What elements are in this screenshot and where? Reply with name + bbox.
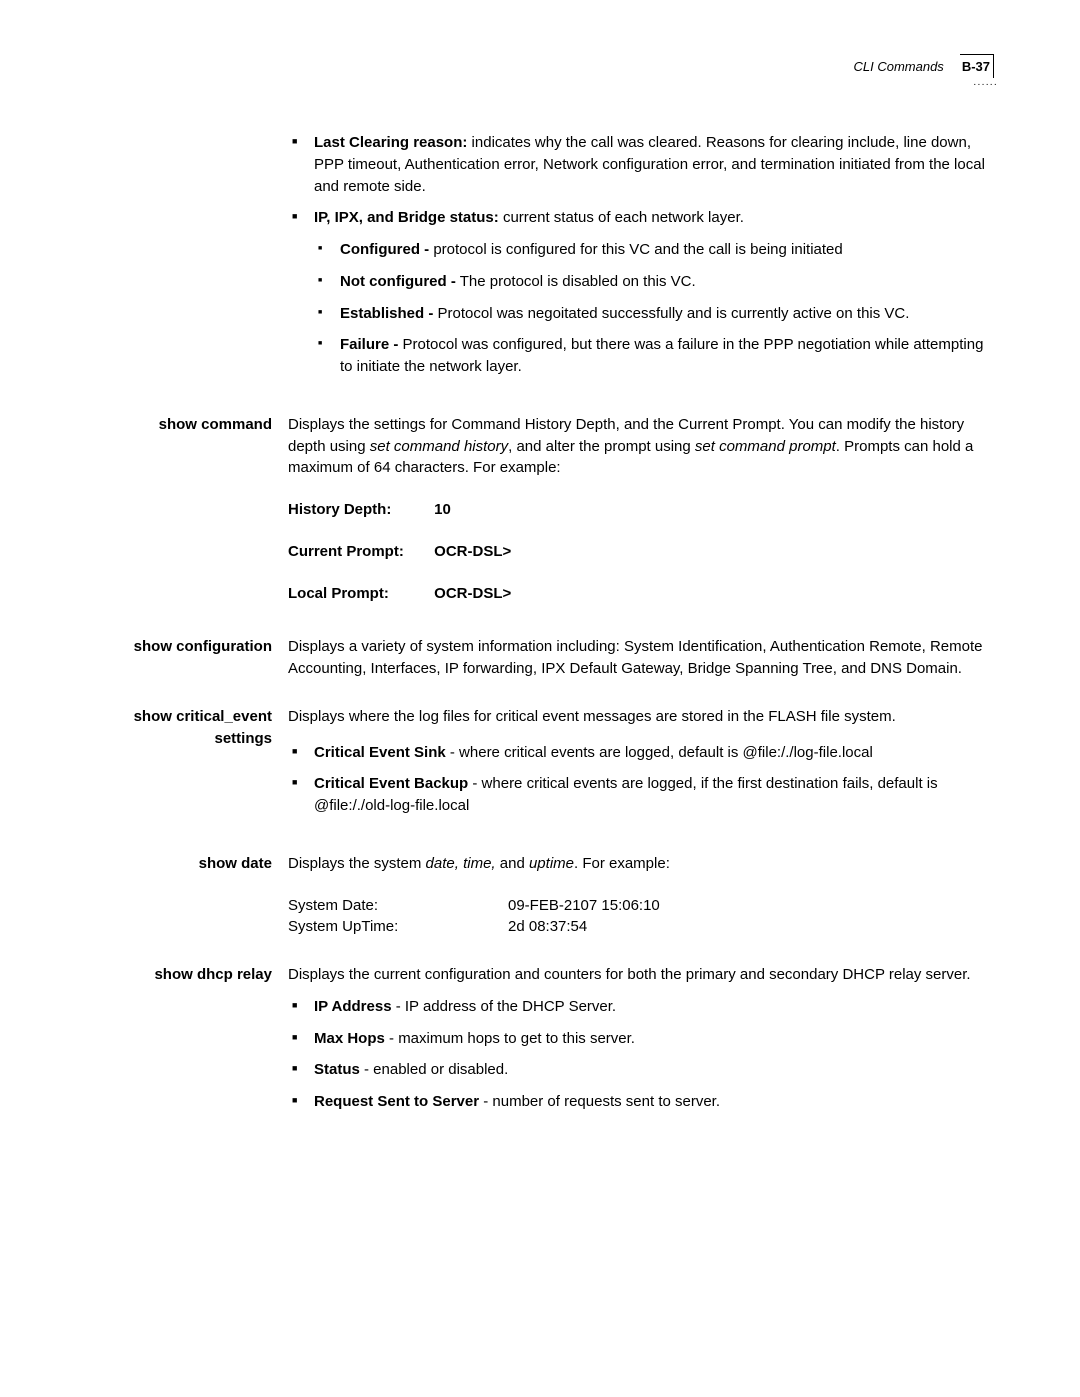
- bullet-lead: Max Hops: [314, 1030, 385, 1047]
- desc-text: and: [496, 855, 529, 872]
- list-item: IP Address - IP address of the DHCP Serv…: [288, 996, 990, 1018]
- section-desc: Displays the current configuration and c…: [288, 964, 990, 986]
- show-date-section: show date Displays the system date, time…: [90, 853, 990, 938]
- bullet-lead: Critical Event Sink: [314, 744, 446, 761]
- data-value: 2d 08:37:54: [508, 916, 587, 938]
- bullet-list: Critical Event Sink - where critical eve…: [288, 742, 990, 817]
- bullet-text: - IP address of the DHCP Server.: [392, 998, 617, 1015]
- desc-italic: set command prompt: [695, 438, 836, 455]
- bullet-text: protocol is configured for this VC and t…: [429, 241, 843, 258]
- page-content: Last Clearing reason: indicates why the …: [90, 132, 990, 1123]
- list-item: IP, IPX, and Bridge status: current stat…: [288, 207, 990, 378]
- desc-italic: set command history: [370, 438, 508, 455]
- show-configuration-section: show configuration Displays a variety of…: [90, 636, 990, 680]
- bullet-lead: Request Sent to Server: [314, 1093, 479, 1110]
- bullet-text: current status of each network layer.: [499, 209, 744, 226]
- example-line: History Depth: 10: [288, 499, 990, 521]
- bullet-list: IP Address - IP address of the DHCP Serv…: [288, 996, 990, 1113]
- data-label: System UpTime:: [288, 916, 508, 938]
- list-item: Max Hops - maximum hops to get to this s…: [288, 1028, 990, 1050]
- example-value: OCR-DSL>: [434, 543, 511, 560]
- page-header: CLI Commands B-37 · · · · · ·: [854, 58, 991, 77]
- top-bullet-list: Last Clearing reason: indicates why the …: [288, 132, 990, 378]
- show-dhcp-relay-section: show dhcp relay Displays the current con…: [90, 964, 990, 1123]
- list-item: Failure - Protocol was configured, but t…: [314, 334, 990, 378]
- section-desc: Displays a variety of system information…: [288, 636, 990, 680]
- example-label: Current Prompt:: [288, 541, 430, 563]
- bullet-lead: Status: [314, 1061, 360, 1078]
- bullet-lead: Critical Event Backup: [314, 775, 468, 792]
- bullet-lead: Not configured -: [340, 273, 456, 290]
- section-label-line1: show critical_event: [90, 706, 272, 728]
- list-item: Not configured - The protocol is disable…: [314, 271, 990, 293]
- bullet-text: - maximum hops to get to this server.: [385, 1030, 635, 1047]
- section-label: show dhcp relay: [90, 964, 288, 1123]
- bullet-lead: Failure -: [340, 336, 398, 353]
- bullet-lead: IP Address: [314, 998, 392, 1015]
- example-value: 10: [434, 501, 451, 518]
- bullet-text: - enabled or disabled.: [360, 1061, 508, 1078]
- bullet-text: - number of requests sent to server.: [479, 1093, 720, 1110]
- example-value: OCR-DSL>: [434, 585, 511, 602]
- sub-bullet-list: Configured - protocol is configured for …: [314, 239, 990, 378]
- bullet-text: Protocol was configured, but there was a…: [340, 336, 983, 375]
- table-row: System Date: 09-FEB-2107 15:06:10: [288, 895, 990, 917]
- section-desc: Displays where the log files for critica…: [288, 706, 990, 728]
- list-item: Established - Protocol was negoitated su…: [314, 303, 990, 325]
- section-label: show date: [90, 853, 288, 938]
- bullet-lead: Established -: [340, 305, 433, 322]
- list-item: Status - enabled or disabled.: [288, 1059, 990, 1081]
- desc-text: , and alter the prompt using: [508, 438, 695, 455]
- bullet-text: The protocol is disabled on this VC.: [456, 273, 696, 290]
- section-label: show command: [90, 414, 288, 611]
- example-line: Local Prompt: OCR-DSL>: [288, 583, 990, 605]
- bullet-text: - where critical events are logged, defa…: [446, 744, 873, 761]
- desc-italic: uptime: [529, 855, 574, 872]
- show-command-section: show command Displays the settings for C…: [90, 414, 990, 611]
- bullet-lead: IP, IPX, and Bridge status:: [314, 209, 499, 226]
- section-label: show configuration: [90, 636, 288, 680]
- section-label-line2: settings: [90, 728, 272, 750]
- desc-text: Displays the system: [288, 855, 426, 872]
- bullet-text: Protocol was negoitated successfully and…: [433, 305, 909, 322]
- bullet-lead: Configured -: [340, 241, 429, 258]
- example-label: Local Prompt:: [288, 583, 430, 605]
- desc-italic: date, time,: [426, 855, 496, 872]
- data-value: 09-FEB-2107 15:06:10: [508, 895, 660, 917]
- bullet-lead: Last Clearing reason:: [314, 134, 467, 151]
- header-ornament: · · · · · ·: [960, 54, 994, 90]
- desc-text: . For example:: [574, 855, 670, 872]
- data-label: System Date:: [288, 895, 508, 917]
- table-row: System UpTime: 2d 08:37:54: [288, 916, 990, 938]
- example-label: History Depth:: [288, 499, 430, 521]
- example-line: Current Prompt: OCR-DSL>: [288, 541, 990, 563]
- list-item: Critical Event Backup - where critical e…: [288, 773, 990, 817]
- date-table: System Date: 09-FEB-2107 15:06:10 System…: [288, 895, 990, 939]
- list-item: Last Clearing reason: indicates why the …: [288, 132, 990, 197]
- list-item: Configured - protocol is configured for …: [314, 239, 990, 261]
- header-section: CLI Commands: [854, 58, 962, 77]
- continuation-section: Last Clearing reason: indicates why the …: [90, 132, 990, 388]
- list-item: Critical Event Sink - where critical eve…: [288, 742, 990, 764]
- show-critical-event-section: show critical_event settings Displays wh…: [90, 706, 990, 827]
- list-item: Request Sent to Server - number of reque…: [288, 1091, 990, 1113]
